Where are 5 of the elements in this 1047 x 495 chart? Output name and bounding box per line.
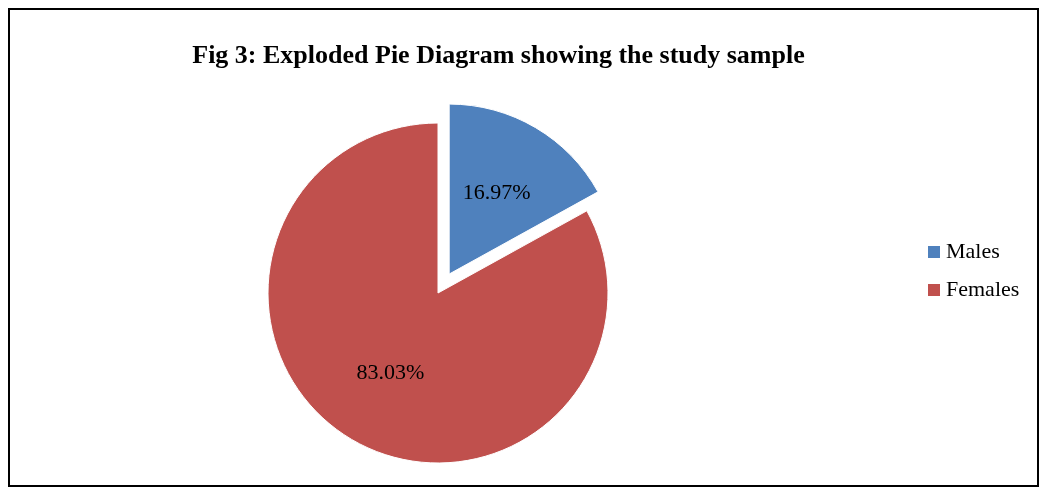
chart-title: Fig 3: Exploded Pie Diagram showing the study sample bbox=[192, 40, 805, 69]
data-label: 16.97% bbox=[462, 178, 531, 204]
data-label: 83.03% bbox=[356, 358, 425, 384]
legend-label: Females bbox=[946, 276, 1020, 302]
legend-label: Males bbox=[946, 238, 1000, 264]
